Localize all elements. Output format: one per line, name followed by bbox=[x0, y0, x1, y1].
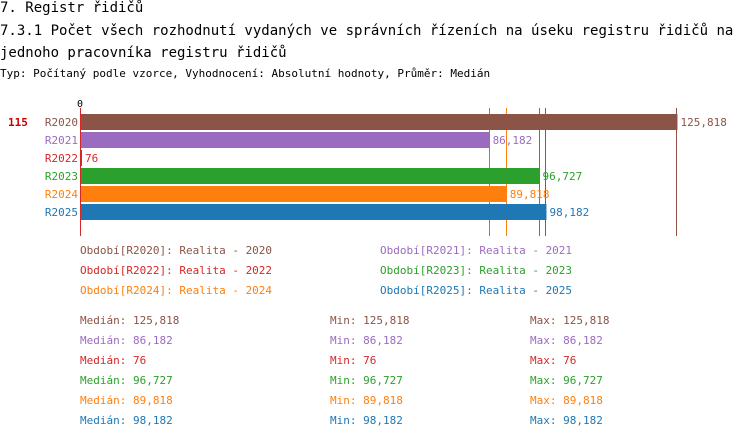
legend-item: Období[R2022]: Realita - 2022 bbox=[80, 264, 273, 277]
stat-median: Medián: 125,818 bbox=[80, 314, 180, 327]
legend-item: Období[R2023]: Realita - 2023 bbox=[380, 264, 573, 277]
chart-title: 7.3.1 Počet všech rozhodnutí vydaných ve… bbox=[0, 23, 734, 61]
value-label-r2021: 86,182 bbox=[493, 134, 533, 147]
stat-max: Max: 96,727 bbox=[530, 374, 603, 387]
legend-item: Období[R2021]: Realita - 2021 bbox=[380, 244, 573, 257]
stat-min: Min: 125,818 bbox=[330, 314, 410, 327]
legend-item: Období[R2024]: Realita - 2024 bbox=[80, 284, 273, 297]
stat-max: Max: 86,182 bbox=[530, 334, 603, 347]
bar-r2020 bbox=[81, 114, 678, 130]
category-label-r2024: R2024 bbox=[45, 188, 78, 201]
stat-median: Medián: 96,727 bbox=[80, 374, 173, 387]
category-label-r2025: R2025 bbox=[45, 206, 78, 219]
bar-r2025 bbox=[81, 204, 547, 220]
marker-label: 115 bbox=[8, 116, 28, 129]
bar-r2024 bbox=[81, 186, 507, 202]
value-label-r2020: 125,818 bbox=[680, 116, 726, 129]
value-label-r2023: 96,727 bbox=[543, 170, 583, 183]
stat-min: Min: 76 bbox=[330, 354, 377, 367]
stat-max: Max: 89,818 bbox=[530, 394, 603, 407]
legend-item: Období[R2025]: Realita - 2025 bbox=[380, 284, 573, 297]
category-label-r2023: R2023 bbox=[45, 170, 78, 183]
bar-r2023 bbox=[81, 168, 540, 184]
stat-max: Max: 76 bbox=[530, 354, 577, 367]
stat-median: Medián: 86,182 bbox=[80, 334, 173, 347]
stat-max: Max: 125,818 bbox=[530, 314, 610, 327]
category-label-r2022: R2022 bbox=[45, 152, 78, 165]
bar-r2022 bbox=[81, 150, 82, 166]
bar-r2021 bbox=[81, 132, 490, 148]
category-label-r2020: R2020 bbox=[45, 116, 78, 129]
stat-median: Medián: 89,818 bbox=[80, 394, 173, 407]
stat-median: Medián: 76 bbox=[80, 354, 147, 367]
stat-min: Min: 96,727 bbox=[330, 374, 403, 387]
value-label-r2022: 76 bbox=[85, 152, 98, 165]
legend-item: Období[R2020]: Realita - 2020 bbox=[80, 244, 273, 257]
value-label-r2025: 98,182 bbox=[549, 206, 589, 219]
stat-min: Min: 89,818 bbox=[330, 394, 403, 407]
value-label-r2024: 89,818 bbox=[510, 188, 550, 201]
stat-min: Min: 98,182 bbox=[330, 414, 403, 427]
stat-median: Medián: 98,182 bbox=[80, 414, 173, 427]
category-label-r2021: R2021 bbox=[45, 134, 78, 147]
chart-subtitle: Typ: Počítaný podle vzorce, Vyhodnocení:… bbox=[0, 67, 491, 80]
stat-max: Max: 98,182 bbox=[530, 414, 603, 427]
stat-min: Min: 86,182 bbox=[330, 334, 403, 347]
axis-zero-label: 0 bbox=[77, 99, 83, 110]
section-title: 7. Registr řidičů bbox=[0, 0, 144, 16]
